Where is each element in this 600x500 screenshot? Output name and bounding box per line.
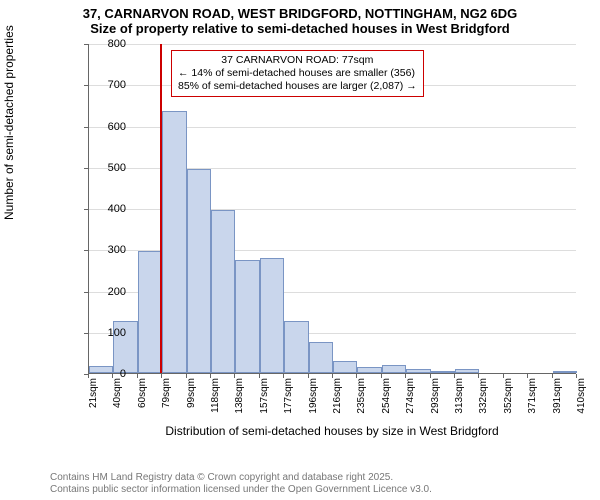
y-tick-label: 400 [96,203,126,215]
histogram-bar [211,210,235,373]
x-tick-label: 391sqm [552,378,563,418]
x-tick-label: 352sqm [503,378,514,418]
histogram-bar [333,361,357,373]
x-tick-label: 60sqm [137,378,148,418]
annotation-line2: ← 14% of semi-detached houses are smalle… [178,67,417,80]
x-tick-label: 138sqm [234,378,245,418]
y-tick-label: 800 [96,38,126,50]
annotation-line3: 85% of semi-detached houses are larger (… [178,80,417,93]
y-tick-label: 500 [96,162,126,174]
histogram-bar [455,369,479,373]
x-tick-label: 99sqm [186,378,197,418]
y-tick-label: 700 [96,79,126,91]
x-tick-label: 254sqm [381,378,392,418]
histogram-bar [309,342,333,373]
histogram-bar [260,258,284,374]
histogram-bar [406,369,430,373]
histogram-bar [431,371,455,373]
histogram-bar [382,365,406,373]
y-tick-mark [84,127,88,128]
x-tick-label: 196sqm [308,378,319,418]
chart-container: 37 CARNARVON ROAD: 77sqm ← 14% of semi-d… [50,44,580,424]
histogram-bar [357,367,381,373]
y-tick-mark [84,250,88,251]
plot-area: 37 CARNARVON ROAD: 77sqm ← 14% of semi-d… [88,44,576,374]
x-tick-label: 371sqm [527,378,538,418]
chart-title-line2: Size of property relative to semi-detach… [0,21,600,40]
histogram-bar [284,321,308,373]
y-tick-mark [84,333,88,334]
y-tick-mark [84,44,88,45]
x-tick-label: 40sqm [112,378,123,418]
x-tick-label: 21sqm [88,378,99,418]
y-tick-mark [84,168,88,169]
x-tick-label: 118sqm [210,378,221,418]
x-tick-label: 410sqm [576,378,587,418]
footer-line2: Contains public sector information licen… [50,484,432,496]
chart-footer: Contains HM Land Registry data © Crown c… [50,472,432,496]
x-tick-label: 216sqm [332,378,343,418]
y-tick-mark [84,209,88,210]
y-tick-mark [84,292,88,293]
x-tick-label: 313sqm [454,378,465,418]
histogram-bar [162,111,186,373]
x-tick-label: 235sqm [356,378,367,418]
y-tick-mark [84,85,88,86]
y-tick-label: 600 [96,121,126,133]
annotation-box: 37 CARNARVON ROAD: 77sqm ← 14% of semi-d… [171,50,424,97]
x-tick-label: 157sqm [259,378,270,418]
histogram-bar [235,260,259,373]
annotation-line1: 37 CARNARVON ROAD: 77sqm [178,54,417,67]
x-tick-label: 293sqm [430,378,441,418]
y-tick-label: 300 [96,244,126,256]
histogram-bar [553,371,577,373]
y-tick-label: 100 [96,327,126,339]
histogram-bar [138,251,162,373]
y-tick-label: 200 [96,286,126,298]
footer-line1: Contains HM Land Registry data © Crown c… [50,472,432,484]
x-tick-label: 274sqm [405,378,416,418]
chart-title-line1: 37, CARNARVON ROAD, WEST BRIDGFORD, NOTT… [0,0,600,21]
y-axis-label: Number of semi-detached properties [2,25,16,220]
x-tick-label: 79sqm [161,378,172,418]
histogram-bar [187,169,211,373]
x-tick-label: 177sqm [283,378,294,418]
x-tick-label: 332sqm [478,378,489,418]
highlight-line [160,44,162,373]
